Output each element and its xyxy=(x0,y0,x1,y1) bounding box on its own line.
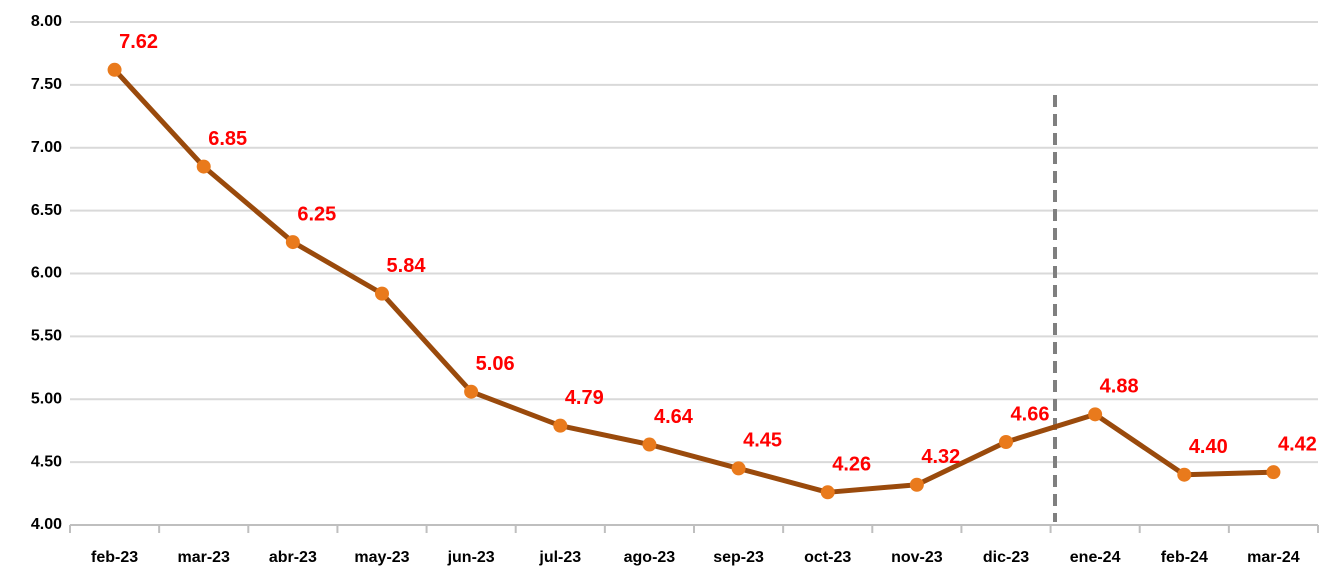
data-point xyxy=(1088,407,1103,422)
data-point xyxy=(196,159,211,174)
data-label: 4.26 xyxy=(832,454,871,476)
data-label: 4.40 xyxy=(1189,436,1228,458)
data-point xyxy=(553,418,568,433)
y-tick-label: 5.00 xyxy=(31,390,62,407)
data-line xyxy=(112,68,1274,495)
y-tick-label: 4.00 xyxy=(31,516,62,533)
data-label: 6.85 xyxy=(208,128,247,150)
y-tick-label: 6.50 xyxy=(31,202,62,219)
data-label: 4.88 xyxy=(1100,376,1139,398)
data-label: 4.66 xyxy=(1011,403,1050,425)
x-tick-label: jul-23 xyxy=(538,549,581,566)
data-point xyxy=(731,461,746,476)
data-point xyxy=(909,477,924,492)
y-tick-label: 6.00 xyxy=(31,265,62,282)
data-point xyxy=(285,235,300,250)
x-tick-label: oct-23 xyxy=(804,549,851,566)
x-tick-label: sep-23 xyxy=(713,549,764,566)
data-label: 4.45 xyxy=(743,430,782,452)
x-tick-label: jun-23 xyxy=(447,549,495,566)
x-tick-label: nov-23 xyxy=(891,549,943,566)
data-label: 6.25 xyxy=(297,203,336,225)
x-tick-label: ago-23 xyxy=(624,549,676,566)
x-tick-label: may-23 xyxy=(354,549,409,566)
x-tick-label: feb-24 xyxy=(1161,549,1208,566)
data-label: 5.84 xyxy=(387,255,427,277)
x-tick-label: dic-23 xyxy=(983,549,1029,566)
data-point xyxy=(375,286,389,301)
data-label: 4.32 xyxy=(921,446,960,468)
data-point xyxy=(820,485,835,500)
data-label: 4.42 xyxy=(1278,433,1317,455)
data-point xyxy=(1177,467,1192,482)
y-tick-label: 8.00 xyxy=(31,13,62,30)
x-tick-label: mar-24 xyxy=(1247,549,1300,566)
data-point xyxy=(107,62,122,77)
x-tick-label: mar-23 xyxy=(177,549,230,566)
y-tick-label: 4.50 xyxy=(31,453,62,470)
data-point xyxy=(464,384,479,399)
y-tick-label: 5.50 xyxy=(31,328,62,345)
x-tick-label: feb-23 xyxy=(91,549,138,566)
x-tick-label: ene-24 xyxy=(1070,549,1121,566)
data-label: 5.06 xyxy=(476,353,515,375)
data-point xyxy=(642,437,657,452)
y-tick-label: 7.00 xyxy=(31,139,62,156)
x-tick-label: abr-23 xyxy=(269,549,317,566)
data-label: 4.64 xyxy=(654,406,694,428)
data-point xyxy=(999,435,1013,450)
data-point xyxy=(1266,465,1281,480)
data-label: 4.79 xyxy=(565,387,604,409)
data-label: 7.62 xyxy=(119,31,158,53)
y-tick-label: 7.50 xyxy=(31,76,62,93)
